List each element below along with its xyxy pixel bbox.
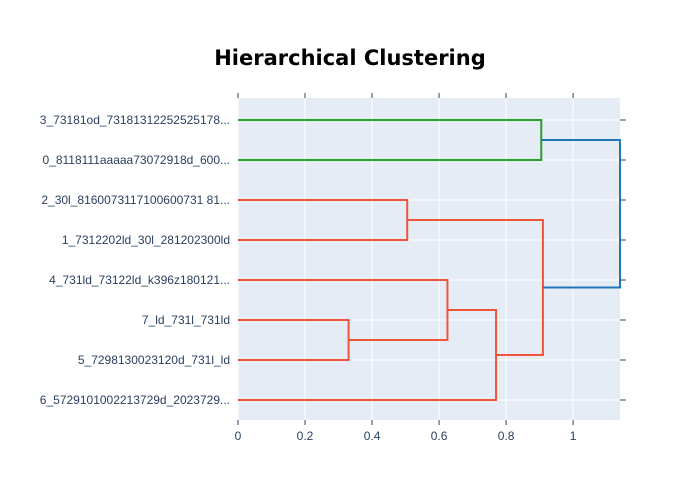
leaf-label-2: 2_30l_8160073117100600731 81...: [41, 193, 230, 207]
plot-area: [238, 98, 620, 420]
leaf-label-0: 3_73181od_73181312252525178...: [40, 113, 230, 127]
dendrogram-links: [238, 119, 621, 401]
x-tick-label-2: 0.4: [364, 429, 381, 443]
dendrogram-link-B: [238, 199, 409, 241]
leaf-label-5: 7_ld_731l_731ld: [142, 313, 230, 327]
x-tick-label-4: 0.8: [498, 429, 515, 443]
dendrogram-link-G: [541, 139, 621, 289]
leaf-label-4: 4_731ld_73122ld_k396z180121...: [49, 273, 230, 287]
leaf-label-6: 5_7298130023120d_731l_ld: [78, 353, 230, 367]
leaf-label-3: 1_7312202ld_30l_281202300ld: [62, 233, 230, 247]
axes: 0 0.2 0.4 0.6 0.8 1 3_73181od_7318131225252517…: [40, 93, 626, 443]
x-tick-label-5: 1: [570, 429, 577, 443]
x-tick-label-1: 0.2: [297, 429, 314, 443]
chart-title: Hierarchical Clustering: [214, 46, 486, 70]
x-tick-label-3: 0.6: [431, 429, 448, 443]
leaf-label-7: 6_5729101002213729d_2023729...: [40, 393, 230, 407]
x-tick-label-0: 0: [235, 429, 242, 443]
dendrogram-link-A: [238, 119, 543, 161]
leaf-label-1: 0_8118111aaaaa73072918d_600...: [42, 153, 230, 167]
